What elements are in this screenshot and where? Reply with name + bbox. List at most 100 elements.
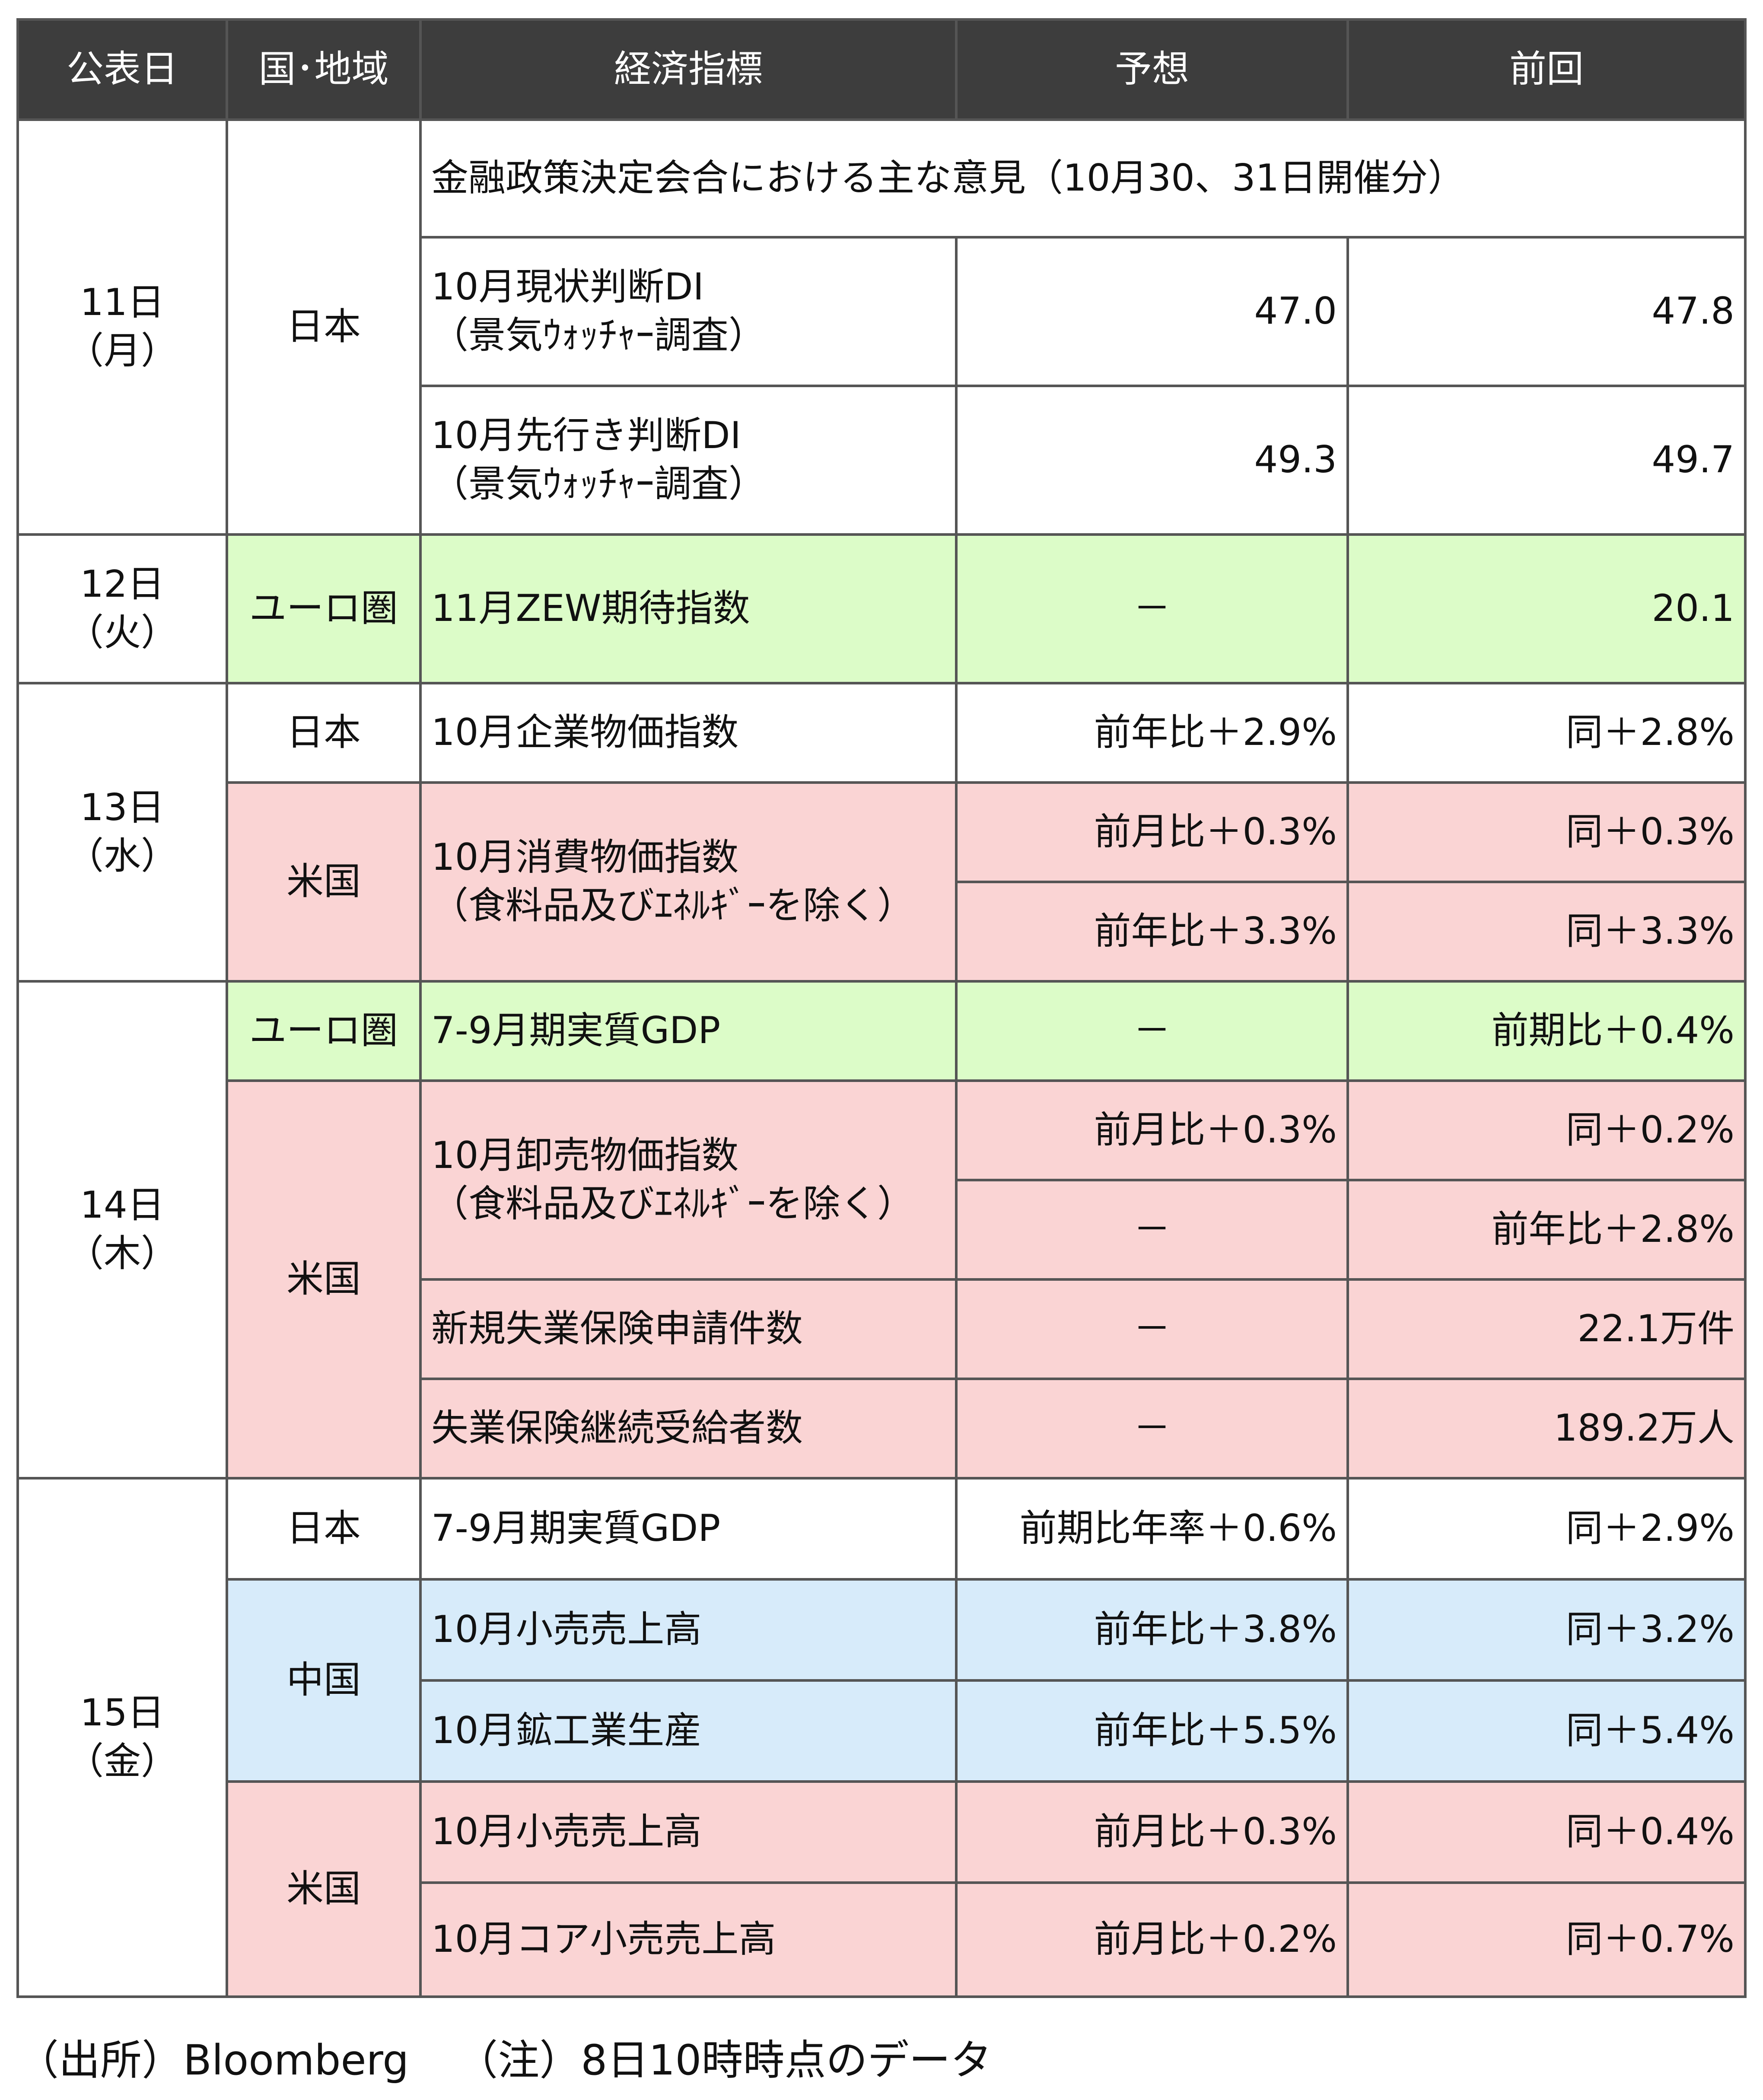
table-row: 米国 10月小売売上高 前月比＋0.3% 同＋0.4% (18, 1780, 1747, 1998)
table-row: 中国 10月小売売上高 前年比＋3.8% 同＋3.2% (18, 1578, 1747, 1783)
indicator-cell: 10月小売売上高 (419, 1578, 958, 1682)
indicator-subtitle: （食料品及びｴﾈﾙｷﾞｰを除く） (431, 1182, 914, 1225)
previous-cell: 同＋3.3% (1346, 881, 1747, 983)
table-row: 11日 （月） 日本 金融政策決定会合における主な意見（10月30、31日開催分… (16, 118, 1747, 536)
forecast-cell: － (955, 980, 1349, 1082)
indicator-subtitle: （景気ｳｫｯﾁｬｰ調査） (431, 462, 766, 506)
header-indicator: 経済指標 (419, 18, 958, 121)
previous-cell: 同＋0.4% (1346, 1780, 1747, 1884)
indicator-cell: 7-9月期実質GDP (419, 980, 958, 1082)
previous-cell: 前期比＋0.4% (1346, 980, 1747, 1082)
table-row: 10月コア小売売上高 前月比＋0.2% 同＋0.7% (18, 1881, 1747, 1998)
table-row: 15日 （金） 日本 7-9月期実質GDP 前期比年率＋0.6% 同＋2.9% (16, 1477, 1747, 1998)
table-row: 13日 （水） 日本 10月企業物価指数 前年比＋2.9% 同＋2.8% (16, 682, 1747, 983)
weekday-label: （火） (67, 611, 178, 654)
forecast-cell: 47.0 (955, 236, 1349, 387)
table-row: 10月鉱工業生産 前年比＋5.5% 同＋5.4% (18, 1679, 1747, 1783)
indicator-cell: 10月鉱工業生産 (419, 1679, 958, 1783)
previous-cell: 47.8 (1346, 236, 1747, 387)
region-cell-japan: 日本 (226, 118, 422, 536)
forecast-cell: 前月比＋0.3% (955, 1780, 1349, 1884)
weekday-label: （水） (67, 834, 178, 878)
previous-cell: 同＋3.2% (1346, 1578, 1747, 1682)
indicator-cell: 10月企業物価指数 (419, 682, 958, 784)
forecast-cell: 前月比＋0.3% (955, 1079, 1349, 1181)
forecast-cell: 前年比＋5.5% (955, 1679, 1349, 1783)
table-row: 14日 （木） ユーロ圏 7-9月期実質GDP － 前期比＋0.4% (16, 980, 1747, 1480)
table-row: 前年比＋3.3% 同＋3.3% (18, 881, 1747, 983)
indicator-cell: 10月現状判断DI （景気ｳｫｯﾁｬｰ調査） (419, 236, 958, 387)
indicator-cell: 10月卸売物価指数 （食料品及びｴﾈﾙｷﾞｰを除く） (419, 1079, 958, 1281)
weekday-label: （月） (67, 329, 178, 372)
table-row: 新規失業保険申請件数 － 22.1万件 (18, 1278, 1747, 1380)
date-cell-15: 15日 （金） (16, 1477, 228, 1998)
forecast-cell: 前月比＋0.2% (955, 1881, 1349, 1998)
weekday-label: （金） (67, 1740, 178, 1783)
footnote: （出所）Bloomberg （注）8日10時時点のデータ (17, 2027, 1039, 2087)
forecast-cell: 前年比＋2.9% (955, 682, 1349, 784)
indicator-subtitle: （景気ｳｫｯﾁｬｰ調査） (431, 314, 766, 357)
timing-note: （注）8日10時時点のデータ (456, 2036, 992, 2084)
forecast-cell: － (955, 533, 1349, 684)
forecast-cell: 前月比＋0.3% (955, 781, 1349, 883)
region-cell-us: 米国 (226, 1079, 422, 1480)
previous-cell: 189.2万人 (1346, 1378, 1747, 1480)
forecast-cell: － (955, 1378, 1349, 1480)
date-cell-12: 12日 （火） (16, 533, 228, 684)
previous-cell: 前年比＋2.8% (1346, 1179, 1747, 1281)
date-label: 14日 (80, 1184, 165, 1227)
table-row: 12日 （火） ユーロ圏 11月ZEW期待指数 － 20.1 (16, 533, 1747, 684)
table-row: 米国 10月消費物価指数 （食料品及びｴﾈﾙｷﾞｰを除く） 前月比＋0.3% 同… (18, 781, 1747, 983)
previous-cell: 20.1 (1346, 533, 1747, 684)
header-region: 国･地域 (226, 18, 422, 121)
date-label: 11日 (80, 281, 165, 325)
region-cell-euro: ユーロ圏 (226, 980, 422, 1082)
header-forecast: 予想 (955, 18, 1349, 121)
previous-cell: 同＋5.4% (1346, 1679, 1747, 1783)
date-label: 12日 (80, 563, 165, 606)
indicator-cell: 新規失業保険申請件数 (419, 1278, 958, 1380)
date-cell-11: 11日 （月） (16, 118, 228, 536)
indicator-name: 10月卸売物価指数 (431, 1134, 739, 1177)
previous-cell: 同＋0.7% (1346, 1881, 1747, 1998)
region-cell-euro: ユーロ圏 (226, 533, 422, 684)
indicator-cell: 10月小売売上高 (419, 1780, 958, 1884)
previous-cell: 同＋0.2% (1346, 1079, 1747, 1181)
forecast-cell: 49.3 (955, 385, 1349, 536)
table-row: － 前年比＋2.8% (18, 1179, 1747, 1281)
indicator-cell: 10月コア小売売上高 (419, 1881, 958, 1998)
indicator-cell: 失業保険継続受給者数 (419, 1378, 958, 1480)
date-label: 15日 (80, 1691, 165, 1735)
table-row: 10月現状判断DI （景気ｳｫｯﾁｬｰ調査） 47.0 47.8 (18, 236, 1747, 387)
table-row: 米国 10月卸売物価指数 （食料品及びｴﾈﾙｷﾞｰを除く） 前月比＋0.3% 同… (18, 1079, 1747, 1480)
date-cell-13: 13日 （水） (16, 682, 228, 983)
date-label: 13日 (80, 786, 165, 830)
economic-calendar-table: 公表日 国･地域 経済指標 予想 前回 11日 （月） 日本 金融政策決定会合に… (16, 18, 1747, 1998)
source-note: （出所）Bloomberg (17, 2036, 409, 2084)
region-cell-us: 米国 (226, 1780, 422, 1998)
indicator-cell: 11月ZEW期待指数 (419, 533, 958, 684)
forecast-cell: 前年比＋3.3% (955, 881, 1349, 983)
date-cell-14: 14日 （木） (16, 980, 228, 1480)
indicator-subtitle: （食料品及びｴﾈﾙｷﾞｰを除く） (431, 884, 914, 927)
forecast-cell: 前年比＋3.8% (955, 1578, 1349, 1682)
forecast-cell: 前期比年率＋0.6% (955, 1477, 1349, 1581)
indicator-name: 10月消費物価指数 (431, 836, 739, 879)
weekday-label: （木） (67, 1232, 178, 1275)
region-cell-us: 米国 (226, 781, 422, 983)
previous-cell: 同＋0.3% (1346, 781, 1747, 883)
indicator-name: 10月現状判断DI (431, 265, 704, 309)
table-row: 10月先行き判断DI （景気ｳｫｯﾁｬｰ調査） 49.3 49.7 (18, 385, 1747, 536)
indicator-cell: 7-9月期実質GDP (419, 1477, 958, 1581)
region-cell-japan: 日本 (226, 1477, 422, 1581)
previous-cell: 同＋2.8% (1346, 682, 1747, 784)
indicator-cell: 10月先行き判断DI （景気ｳｫｯﾁｬｰ調査） (419, 385, 958, 536)
indicator-cell: 金融政策決定会合における主な意見（10月30、31日開催分） (419, 118, 1747, 239)
table-row: 失業保険継続受給者数 － 189.2万人 (18, 1378, 1747, 1480)
header-date: 公表日 (16, 18, 228, 121)
previous-cell: 同＋2.9% (1346, 1477, 1747, 1581)
header-previous: 前回 (1346, 18, 1747, 121)
indicator-name: 10月先行き判断DI (431, 414, 741, 458)
forecast-cell: － (955, 1179, 1349, 1281)
indicator-cell: 10月消費物価指数 （食料品及びｴﾈﾙｷﾞｰを除く） (419, 781, 958, 983)
